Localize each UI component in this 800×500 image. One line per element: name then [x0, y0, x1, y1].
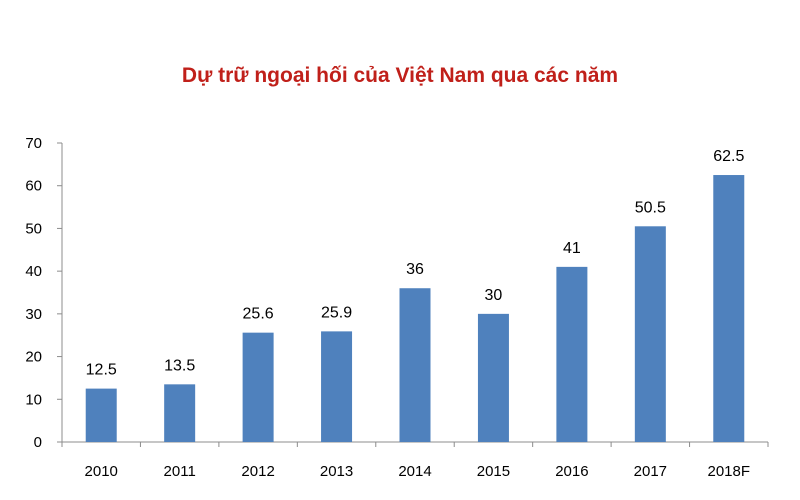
y-tick-label: 20 — [25, 349, 42, 366]
x-tick-label: 2016 — [555, 463, 588, 480]
y-tick-label: 50 — [25, 220, 42, 237]
bar-2013 — [321, 331, 353, 442]
x-tick-label: 2014 — [398, 463, 431, 480]
x-tick-label: 2011 — [164, 463, 196, 480]
y-tick-label: 40 — [25, 263, 42, 280]
y-tick-label: 0 — [34, 434, 42, 451]
bars — [85, 175, 745, 443]
chart-title: Dự trữ ngoại hối của Việt Nam qua các nă… — [181, 64, 619, 87]
x-tick-label: 2012 — [241, 463, 274, 480]
y-tick-label: 30 — [25, 306, 42, 323]
bar-2015 — [477, 313, 509, 442]
bar-2011 — [164, 384, 196, 442]
data-label: 25.9 — [321, 304, 352, 321]
bar-2016 — [556, 266, 588, 442]
data-label: 30 — [485, 287, 503, 304]
data-label: 50.5 — [635, 199, 666, 216]
y-axis: 0 10 20 30 40 50 60 70 — [25, 135, 63, 451]
data-label: 62.5 — [713, 148, 744, 165]
bar-2010 — [85, 388, 117, 442]
data-label: 25.6 — [243, 306, 274, 323]
y-tick-label: 70 — [25, 135, 42, 152]
x-axis: 2010 2011 2012 2013 2014 2015 2016 2017 2018F — [61, 441, 769, 480]
x-tick-label: 2018F — [708, 463, 751, 480]
y-tick-label: 10 — [25, 391, 42, 408]
bar-2017 — [634, 226, 666, 442]
data-label: 13.5 — [164, 357, 195, 374]
data-label: 41 — [563, 240, 581, 257]
data-label: 36 — [406, 261, 424, 278]
x-tick-label: 2017 — [634, 463, 667, 480]
x-tick-label: 2013 — [320, 463, 353, 480]
bar-2012 — [242, 332, 274, 442]
bar-2018f — [713, 175, 745, 443]
y-tick-label: 60 — [25, 178, 42, 195]
x-tick-label: 2015 — [477, 463, 510, 480]
x-tick-label: 2010 — [85, 463, 118, 480]
data-labels: 12.5 13.5 25.6 25.9 36 30 41 50.5 62.5 — [86, 148, 745, 379]
data-label: 12.5 — [86, 362, 117, 379]
bar-2014 — [399, 288, 431, 442]
